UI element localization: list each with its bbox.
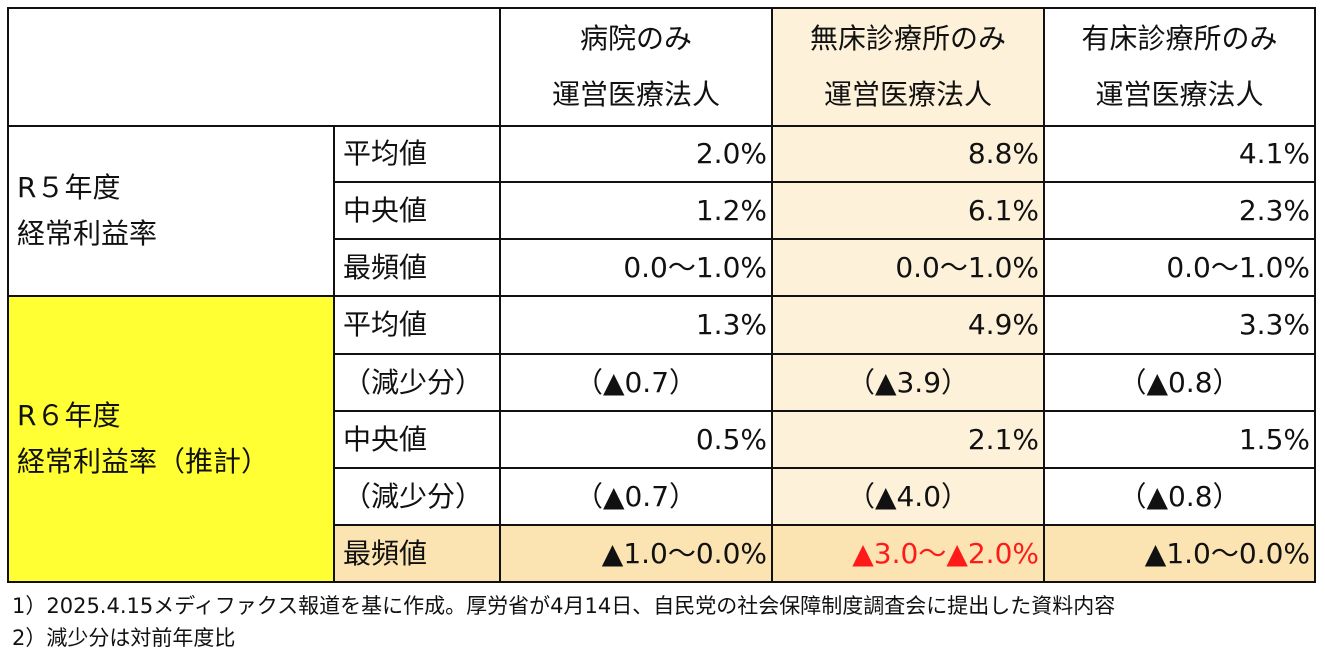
- value-cell: 4.9%: [771, 295, 1045, 355]
- row-label: 最頻値: [333, 524, 501, 583]
- header-clinic-with-beds-only: 有床診療所のみ 運営医療法人: [1043, 7, 1316, 127]
- r6-mode-row: 最頻値 ▲1.0〜0.0% ▲3.0〜▲2.0% ▲1.0〜0.0%: [8, 524, 1316, 583]
- row-label: 平均値: [333, 125, 501, 183]
- value-cell: ▲1.0〜0.0%: [499, 524, 773, 583]
- row-label: 中央値: [333, 410, 501, 469]
- value-cell: 2.0%: [499, 125, 773, 183]
- header-clinic-no-beds-only: 無床診療所のみ 運営医療法人: [771, 7, 1045, 127]
- value-cell: 2.1%: [771, 410, 1045, 469]
- r6-average-decrease-row: （減少分） （▲0.7） （▲3.9） （▲0.8）: [8, 353, 1316, 412]
- value-cell: 1.5%: [1043, 410, 1316, 469]
- value-cell: 4.1%: [1043, 125, 1316, 183]
- header-blank-cell: [7, 7, 501, 127]
- header-row: 病院のみ 運営医療法人 無床診療所のみ 運営医療法人 有床診療所のみ 運営医療法…: [7, 7, 1316, 127]
- decrease-cell: （▲0.7）: [499, 353, 773, 412]
- r5-average-row: R５年度 経常利益率 平均値 2.0% 8.8% 4.1%: [7, 125, 1316, 297]
- value-cell: 1.3%: [499, 295, 773, 355]
- header-hospital-only: 病院のみ 運営医療法人: [499, 7, 773, 127]
- value-cell: 0.0〜1.0%: [771, 238, 1045, 297]
- row-label: （減少分）: [333, 467, 501, 526]
- r6-median-row: 中央値 0.5% 2.1% 1.5%: [8, 410, 1316, 469]
- decrease-cell: （▲0.8）: [1043, 353, 1316, 412]
- decrease-cell: （▲0.7）: [499, 467, 773, 526]
- row-label: 中央値: [333, 181, 501, 240]
- value-cell: 0.0〜1.0%: [499, 238, 773, 297]
- r5-group-label: R５年度 経常利益率: [7, 125, 335, 297]
- value-cell: 0.5%: [499, 410, 773, 469]
- r6-median-decrease-row: （減少分） （▲0.7） （▲4.0） （▲0.8）: [8, 467, 1316, 526]
- value-cell: 0.0〜1.0%: [1043, 238, 1316, 297]
- decrease-cell: （▲0.8）: [1043, 467, 1316, 526]
- value-cell: 8.8%: [771, 125, 1045, 183]
- value-cell: 6.1%: [771, 181, 1045, 240]
- footnote-decrease: 2）減少分は対前年度比: [12, 626, 236, 650]
- decrease-cell: （▲3.9）: [771, 353, 1045, 412]
- value-cell: 2.3%: [1043, 181, 1316, 240]
- value-cell: 1.2%: [499, 181, 773, 240]
- footnote-source: 1）2025.4.15メディファクス報道を基に作成。厚労省が4月14日、自民党の…: [12, 594, 1116, 618]
- row-label: 最頻値: [333, 238, 501, 297]
- decrease-cell: （▲4.0）: [771, 467, 1045, 526]
- value-cell: ▲1.0〜0.0%: [1043, 524, 1316, 583]
- footnotes: 1）2025.4.15メディファクス報道を基に作成。厚労省が4月14日、自民党の…: [12, 590, 1115, 654]
- r6-average-row: R６年度 経常利益率（推計） 平均値 1.3% 4.9% 3.3%: [7, 295, 1316, 583]
- r5-mode-row: 最頻値 0.0〜1.0% 0.0〜1.0% 0.0〜1.0%: [8, 238, 1316, 297]
- r6-group-label: R６年度 経常利益率（推計）: [7, 295, 335, 583]
- r5-median-row: 中央値 1.2% 6.1% 2.3%: [8, 181, 1316, 240]
- profit-rate-table: 病院のみ 運営医療法人 無床診療所のみ 運営医療法人 有床診療所のみ 運営医療法…: [7, 7, 1316, 583]
- value-cell-highlighted: ▲3.0〜▲2.0%: [771, 524, 1045, 583]
- value-cell: 3.3%: [1043, 295, 1316, 355]
- row-label: 平均値: [333, 295, 501, 355]
- row-label: （減少分）: [333, 353, 501, 412]
